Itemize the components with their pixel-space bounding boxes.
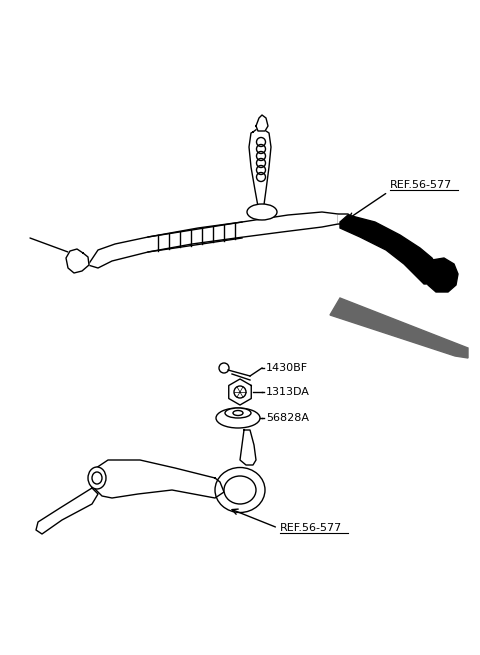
Ellipse shape <box>216 408 260 428</box>
Polygon shape <box>340 215 438 284</box>
Polygon shape <box>66 249 89 273</box>
Polygon shape <box>330 298 468 358</box>
Text: REF.56-577: REF.56-577 <box>280 523 342 533</box>
Polygon shape <box>240 430 256 465</box>
Ellipse shape <box>88 467 106 489</box>
Polygon shape <box>36 488 98 534</box>
Text: 1313DA: 1313DA <box>266 387 310 397</box>
Ellipse shape <box>224 476 256 504</box>
Ellipse shape <box>225 408 251 418</box>
Polygon shape <box>426 258 458 292</box>
Ellipse shape <box>233 411 243 415</box>
Ellipse shape <box>92 472 102 484</box>
Ellipse shape <box>215 468 265 512</box>
Polygon shape <box>88 212 338 268</box>
Polygon shape <box>92 460 224 498</box>
Ellipse shape <box>247 204 277 220</box>
Circle shape <box>234 386 246 398</box>
Polygon shape <box>338 214 352 224</box>
Text: 1430BF: 1430BF <box>266 363 308 373</box>
Polygon shape <box>229 379 251 405</box>
Polygon shape <box>256 115 268 131</box>
Text: REF.56-577: REF.56-577 <box>390 180 452 190</box>
Polygon shape <box>249 129 271 212</box>
Text: 56828A: 56828A <box>266 413 309 423</box>
